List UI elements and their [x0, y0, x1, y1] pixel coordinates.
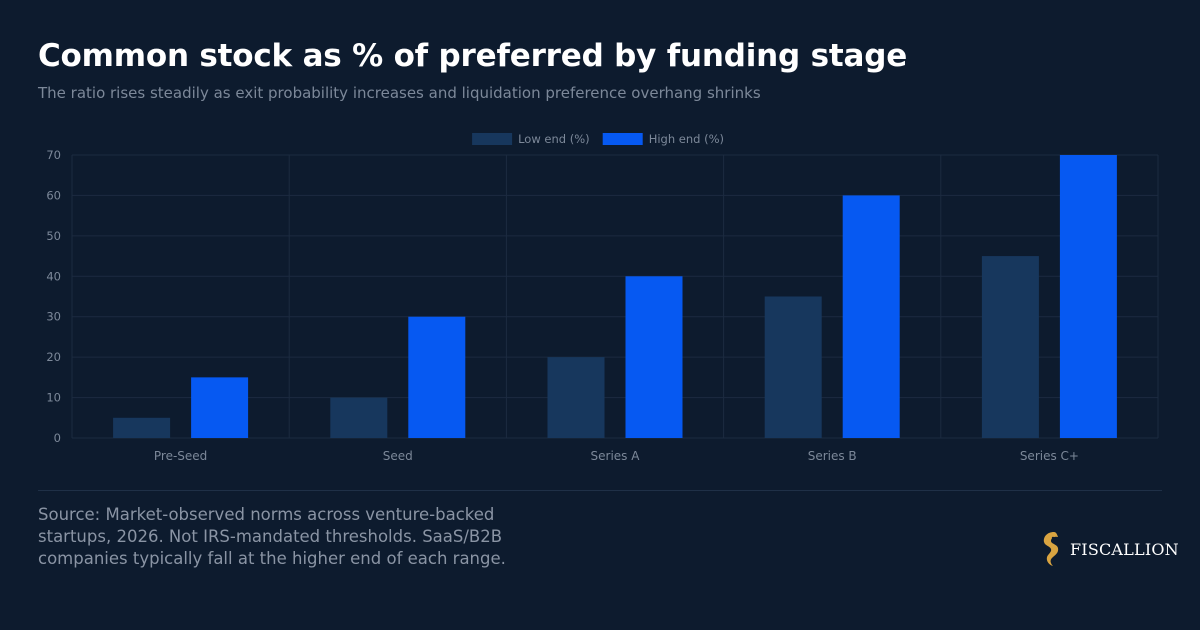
- legend-label: Low end (%): [518, 132, 590, 146]
- y-tick-label: 0: [54, 431, 61, 445]
- chart-subtitle: The ratio rises steadily as exit probabi…: [38, 84, 761, 102]
- bar-chart: 0 10 20 30 40 50 60 70 Pre-Seed Seed Series A Serie…: [46, 132, 1159, 463]
- x-tick-label: Series A: [591, 449, 641, 463]
- legend-swatch: [472, 133, 513, 145]
- y-tick-label: 20: [46, 350, 61, 364]
- x-tick-label: Pre-Seed: [154, 449, 207, 463]
- seahorse-logo-icon: [1043, 532, 1059, 566]
- y-tick-label: 40: [46, 269, 61, 283]
- bar-high-end: [842, 195, 900, 438]
- footer-divider: [38, 490, 1162, 491]
- y-tick-label: 30: [46, 310, 61, 324]
- bar-high-end: [408, 316, 466, 438]
- bar-low-end: [113, 417, 171, 438]
- y-tick-label: 10: [46, 391, 61, 405]
- bar-high-end: [1059, 155, 1117, 438]
- brand-logo: FISCALLION: [1040, 530, 1179, 568]
- x-tick-label: Series B: [808, 449, 857, 463]
- y-tick-label: 60: [46, 188, 61, 202]
- bar-low-end: [981, 256, 1039, 438]
- bar-low-end: [547, 357, 605, 438]
- bar-low-end: [330, 397, 388, 438]
- y-tick-label: 70: [46, 148, 61, 162]
- chart-title: Common stock as % of preferred by fundin…: [38, 38, 908, 74]
- y-tick-label: 50: [46, 229, 61, 243]
- brand-name: FISCALLION: [1070, 539, 1179, 559]
- x-tick-label: Series C+: [1020, 449, 1079, 463]
- bar-low-end: [764, 296, 822, 438]
- legend-label: High end (%): [649, 132, 724, 146]
- x-tick-label: Seed: [383, 449, 413, 463]
- bar-high-end: [191, 377, 249, 438]
- source-note: Source: Market-observed norms across ven…: [38, 505, 506, 568]
- bar-high-end: [625, 276, 683, 438]
- legend-swatch: [602, 133, 643, 145]
